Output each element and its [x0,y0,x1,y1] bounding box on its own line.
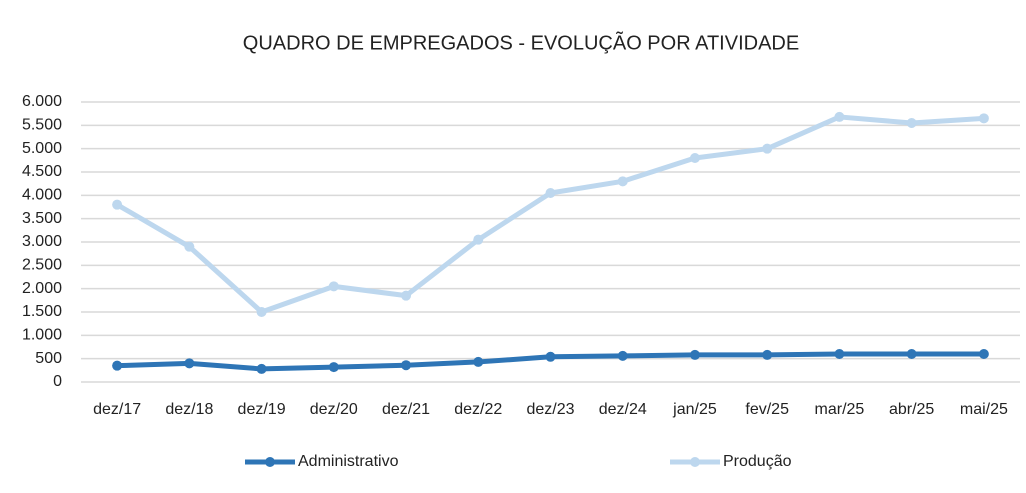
x-tick-label: jan/25 [672,401,717,418]
x-tick-label: dez/23 [526,401,574,418]
data-point [112,199,123,210]
data-point [617,176,628,187]
x-tick-label: dez/21 [382,401,430,418]
x-tick-label: abr/25 [889,401,934,418]
legend-marker [690,457,700,467]
data-point [762,143,773,154]
data-point [978,113,989,124]
x-tick-label: dez/17 [93,401,141,418]
data-point [906,118,917,128]
data-point [184,358,195,369]
x-tick-label: dez/24 [599,401,647,418]
y-tick-label: 1.500 [22,303,62,320]
data-point [112,360,123,371]
data-point [401,290,412,301]
data-point [184,241,195,252]
x-tick-label: dez/18 [165,401,213,418]
x-tick-label: dez/20 [310,401,358,418]
data-point [256,307,267,317]
data-point [834,111,845,122]
data-point [473,356,484,367]
y-tick-label: 2.500 [22,257,62,274]
x-tick-label: mar/25 [815,401,865,418]
y-tick-label: 1.000 [22,327,62,344]
data-point [401,360,412,371]
y-tick-label: 2.000 [22,280,62,297]
data-point [545,188,556,198]
chart-title: QUADRO DE EMPREGADOS - EVOLUÇÃO POR ATIV… [243,30,799,54]
y-tick-label: 5.500 [22,117,62,134]
y-tick-label: 3.000 [22,233,62,250]
data-point [545,351,556,362]
y-tick-label: 4.000 [22,187,62,204]
y-tick-label: 0 [53,373,62,390]
y-tick-label: 6.000 [22,93,62,110]
data-point [689,153,700,163]
series-line [115,114,985,315]
y-tick-label: 5.000 [22,140,62,157]
data-point [978,349,989,359]
data-point [473,234,484,245]
data-point [762,349,773,360]
x-tick-label: fev/25 [745,401,789,418]
data-point [256,363,267,374]
data-point [328,362,339,373]
y-tick-label: 4.500 [22,163,62,180]
x-tick-label: dez/22 [454,401,502,418]
data-point [617,350,628,361]
legend-marker [265,457,275,467]
x-tick-label: dez/19 [238,401,286,418]
x-tick-label: mai/25 [960,401,1008,418]
y-tick-label: 3.500 [22,210,62,227]
y-tick-label: 500 [35,350,62,367]
legend-label: Administrativo [298,453,399,470]
data-point [689,349,700,360]
data-point [328,281,339,292]
legend-label: Produção [723,453,792,470]
data-point [834,349,845,359]
data-point [906,349,917,359]
